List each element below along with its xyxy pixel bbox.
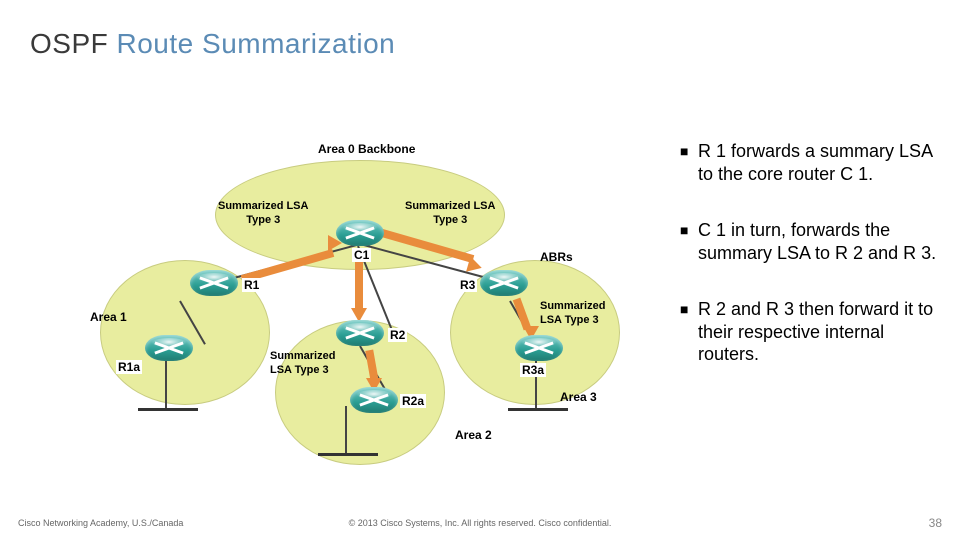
lsa-r-1: Summarized xyxy=(540,300,605,314)
link-r1a-net xyxy=(165,361,167,411)
list-item: ■ R 2 and R 3 then forward it to their r… xyxy=(680,298,940,366)
router-r2a xyxy=(350,387,398,413)
router-r1 xyxy=(190,270,238,296)
lsa-tr-2: Type 3 xyxy=(405,214,495,228)
lsa-label-top-left: Summarized LSA Type 3 xyxy=(218,200,308,228)
lsa-label-mid: Summarized LSA Type 3 xyxy=(270,350,335,378)
lsa-tl-2: Type 3 xyxy=(218,214,308,228)
list-item: ■ R 1 forwards a summary LSA to the core… xyxy=(680,140,940,185)
network-diagram: Area 0 Backbone Area 1 Area 2 Area 3 ABR… xyxy=(100,150,620,480)
lsa-tl-1: Summarized LSA xyxy=(218,200,308,214)
bullet-text-2: C 1 in turn, forwards the summary LSA to… xyxy=(698,219,940,264)
title-word-1: OSPF xyxy=(30,28,108,59)
footer-page-number: 38 xyxy=(929,516,942,530)
bullet-text-3: R 2 and R 3 then forward it to their res… xyxy=(698,298,940,366)
router-r3-label: R3 xyxy=(458,278,477,292)
lsa-m-1: Summarized xyxy=(270,350,335,364)
page-title: OSPF Route Summarization xyxy=(30,28,395,60)
title-word-3: Summarization xyxy=(202,28,395,59)
abrs-label: ABRs xyxy=(540,250,573,264)
area-0-label: Area 0 Backbone xyxy=(318,142,415,156)
footer-center: © 2013 Cisco Systems, Inc. All rights re… xyxy=(349,518,612,528)
area-3-label: Area 3 xyxy=(560,390,597,404)
net-bar-2 xyxy=(318,453,378,456)
net-bar-1 xyxy=(138,408,198,411)
bullet-text-1: R 1 forwards a summary LSA to the core r… xyxy=(698,140,940,185)
lsa-label-top-right: Summarized LSA Type 3 xyxy=(405,200,495,228)
footer: Cisco Networking Academy, U.S./Canada © … xyxy=(18,516,942,530)
bullet-mark-icon: ■ xyxy=(680,219,698,264)
lsa-label-right: Summarized LSA Type 3 xyxy=(540,300,605,328)
router-c1 xyxy=(336,220,384,246)
router-r1-label: R1 xyxy=(242,278,261,292)
router-r2 xyxy=(336,320,384,346)
router-r3a xyxy=(515,335,563,361)
footer-left: Cisco Networking Academy, U.S./Canada xyxy=(18,518,183,528)
router-r2-label: R2 xyxy=(388,328,407,342)
net-bar-3 xyxy=(508,408,568,411)
bullet-mark-icon: ■ xyxy=(680,140,698,185)
link-r2a-net xyxy=(345,406,347,456)
router-c1-label: C1 xyxy=(352,248,371,262)
router-r3 xyxy=(480,270,528,296)
lsa-m-2: LSA Type 3 xyxy=(270,364,335,378)
router-r3a-label: R3a xyxy=(520,363,546,377)
area-2-label: Area 2 xyxy=(455,428,492,442)
bullet-mark-icon: ■ xyxy=(680,298,698,366)
title-word-2: Route xyxy=(117,28,194,59)
lsa-tr-1: Summarized LSA xyxy=(405,200,495,214)
lsa-r-2: LSA Type 3 xyxy=(540,314,605,328)
arrow-c1-r3-head xyxy=(466,256,484,275)
list-item: ■ C 1 in turn, forwards the summary LSA … xyxy=(680,219,940,264)
router-r2a-label: R2a xyxy=(400,394,426,408)
router-r1a-label: R1a xyxy=(116,360,142,374)
router-r1a xyxy=(145,335,193,361)
area-1-label: Area 1 xyxy=(90,310,127,324)
bullet-list: ■ R 1 forwards a summary LSA to the core… xyxy=(680,140,940,400)
